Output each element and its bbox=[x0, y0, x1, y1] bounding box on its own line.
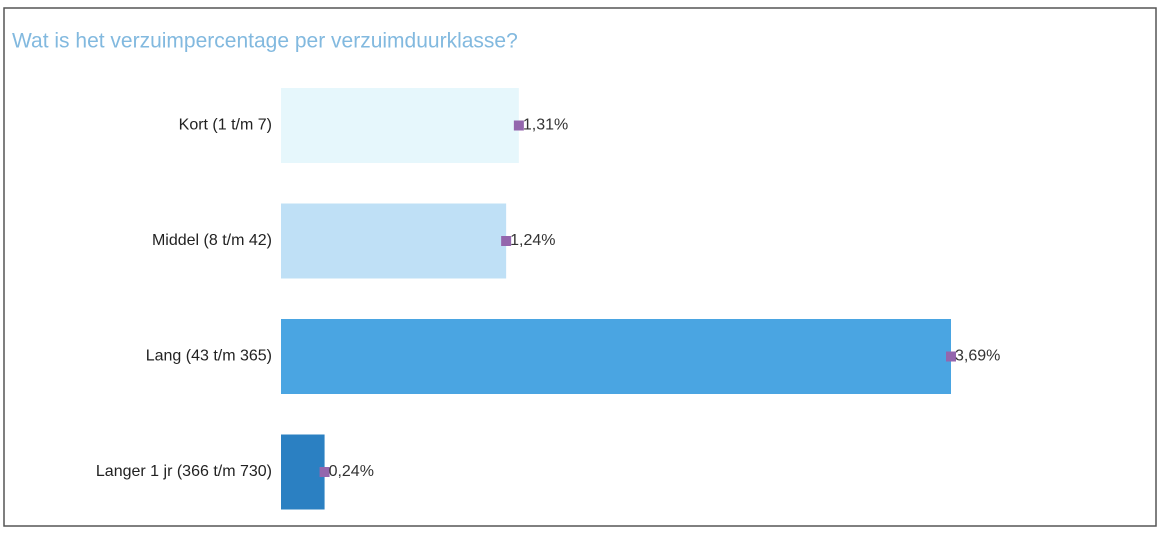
value-label: 0,24% bbox=[329, 463, 374, 480]
category-label: Middel (8 t/m 42) bbox=[152, 232, 272, 249]
chart-frame bbox=[3, 7, 1157, 527]
bar bbox=[281, 319, 951, 394]
value-label: 1,31% bbox=[523, 117, 568, 134]
value-label: 1,24% bbox=[510, 232, 555, 249]
bar-end-marker bbox=[319, 467, 330, 477]
bar bbox=[281, 88, 519, 163]
bar bbox=[281, 203, 507, 279]
bar-end-marker bbox=[946, 351, 956, 362]
bar bbox=[281, 434, 325, 510]
category-label: Lang (43 t/m 365) bbox=[146, 348, 272, 365]
chart-title: Wat is het verzuimpercentage per verzuim… bbox=[12, 30, 518, 53]
category-label: Langer 1 jr (366 t/m 730) bbox=[96, 463, 272, 480]
category-label: Kort (1 t/m 7) bbox=[179, 117, 272, 134]
value-label: 3,69% bbox=[955, 348, 1000, 365]
bar-end-marker bbox=[501, 236, 512, 246]
bar-end-marker bbox=[513, 120, 524, 131]
